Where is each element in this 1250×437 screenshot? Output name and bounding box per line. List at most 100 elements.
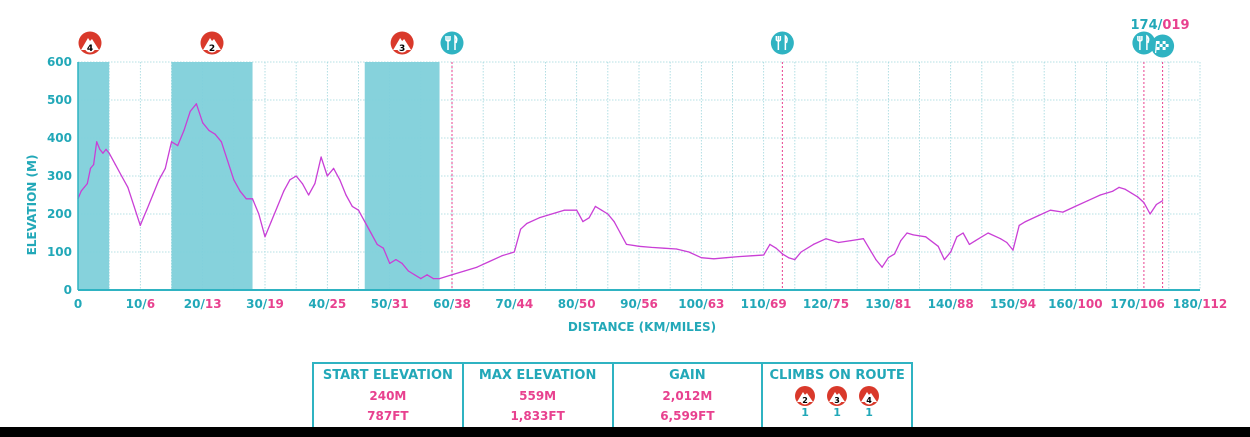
elevation-point [145, 209, 148, 211]
badge-center [396, 41, 408, 53]
y-tick-label: 600 [47, 55, 72, 69]
elevation-point [332, 167, 335, 169]
elevation-point [987, 232, 989, 234]
stat-label: CLIMBS ON ROUTE [769, 368, 905, 383]
elevation-point [1137, 196, 1139, 198]
x-tick-label: 20/13 [184, 297, 222, 311]
stat-label: MAX ELEVATION [478, 368, 597, 383]
elevation-point [382, 247, 385, 249]
elevation-point [837, 241, 840, 244]
x-tick-label: 40/25 [308, 297, 346, 311]
climb-zone [171, 62, 253, 290]
elevation-point [975, 240, 977, 242]
elevation-point [276, 205, 279, 207]
cutlery-icon [440, 31, 464, 55]
elevation-point [1162, 200, 1164, 202]
elevation-point [308, 194, 310, 196]
y-tick-label: 200 [47, 207, 72, 221]
x-tick-label: 80/50 [558, 297, 596, 311]
elevation-point [1062, 211, 1064, 213]
elevation-point [92, 164, 95, 166]
elevation-point [258, 213, 260, 215]
elevation-point [289, 179, 291, 181]
elevation-point [1118, 186, 1120, 188]
mountain-icon: 2 [795, 386, 816, 406]
knife-shape [784, 34, 788, 50]
elevation-point [214, 133, 216, 135]
bottom-bar [0, 427, 1250, 437]
elevation-point [270, 221, 272, 223]
elevation-point [488, 260, 490, 263]
elevation-point [339, 179, 341, 181]
elevation-point [875, 259, 877, 261]
climb-item: 3 1 [826, 385, 848, 419]
elevation-point [800, 251, 802, 253]
elevation-point [264, 236, 266, 238]
flag-square [1165, 44, 1169, 47]
cutlery-icon [1132, 31, 1156, 55]
elevation-point [1074, 205, 1076, 207]
flag-square [1156, 41, 1160, 44]
elevation-point [912, 234, 914, 236]
mountain-icon: 3 [827, 386, 848, 406]
elevation-point [781, 253, 783, 255]
climb-zone-id: 3 [399, 44, 405, 54]
elevation-point [675, 248, 678, 250]
elevation-point [127, 186, 129, 188]
elevation-point [738, 255, 740, 258]
x-tick-label: 110/69 [741, 297, 787, 311]
stat-meters: 559M [519, 389, 557, 403]
elevation-point [594, 205, 596, 207]
elevation-point [688, 251, 690, 253]
max-elevation-stat: MAX ELEVATION 559M 1,833FT [464, 364, 614, 437]
elevation-point [943, 259, 946, 261]
elevation-point [142, 217, 145, 219]
elevation-point [519, 228, 522, 230]
flag-square [1162, 47, 1166, 50]
stat-meters: 240M [369, 389, 407, 403]
elevation-point [613, 221, 615, 223]
elevation-point [420, 278, 422, 280]
elevation-point [451, 274, 453, 276]
elevation-point [607, 213, 609, 215]
climb-icon-list: 2 1 3 1 4 1 [763, 385, 911, 419]
elevation-point [582, 221, 584, 223]
finish-km: 174 [1130, 18, 1157, 33]
climb-id: 3 [834, 396, 840, 405]
elevation-point [1124, 188, 1126, 190]
elevation-point [96, 141, 98, 143]
climb-count: 1 [801, 406, 809, 419]
elevation-point [102, 152, 104, 154]
elevation-point [551, 213, 553, 215]
elevation-point [1087, 200, 1089, 202]
elevation-point [887, 257, 889, 259]
elevation-point [663, 247, 665, 249]
y-tick-label: 100 [47, 245, 72, 259]
mountain-icon: 2 [200, 31, 224, 55]
flag-square [1159, 44, 1163, 47]
badge-circle [440, 31, 464, 55]
finish-mi: 019 [1162, 18, 1189, 33]
y-tick-label: 300 [47, 169, 72, 183]
climbs-on-route-stat: CLIMBS ON ROUTE 2 1 3 1 [763, 364, 911, 437]
fork-shape [1137, 36, 1143, 50]
y-tick-label: 400 [47, 131, 72, 145]
elevation-chart: 0 100 200 300 400 500 600 0 10/6 20/13 30/19 40/25 5… [25, 18, 1227, 334]
elevation-point [158, 179, 160, 181]
elevation-point [345, 194, 347, 196]
elevation-point [177, 145, 179, 147]
x-tick-label: 50/31 [371, 297, 409, 311]
climb-item: 2 1 [794, 385, 816, 419]
climb-id: 2 [802, 396, 808, 405]
x-tick-label: 0 [74, 297, 82, 311]
elevation-point [99, 148, 101, 150]
elevation-point [364, 221, 366, 223]
elevation-point [152, 194, 154, 196]
elevation-point [825, 238, 827, 240]
elevation-point [89, 167, 92, 169]
climb-id: 4 [866, 396, 872, 405]
mountain-icon: 4 [859, 386, 880, 406]
elevation-point [357, 209, 360, 211]
elevation-point [513, 251, 515, 253]
elevation-point [619, 232, 621, 234]
